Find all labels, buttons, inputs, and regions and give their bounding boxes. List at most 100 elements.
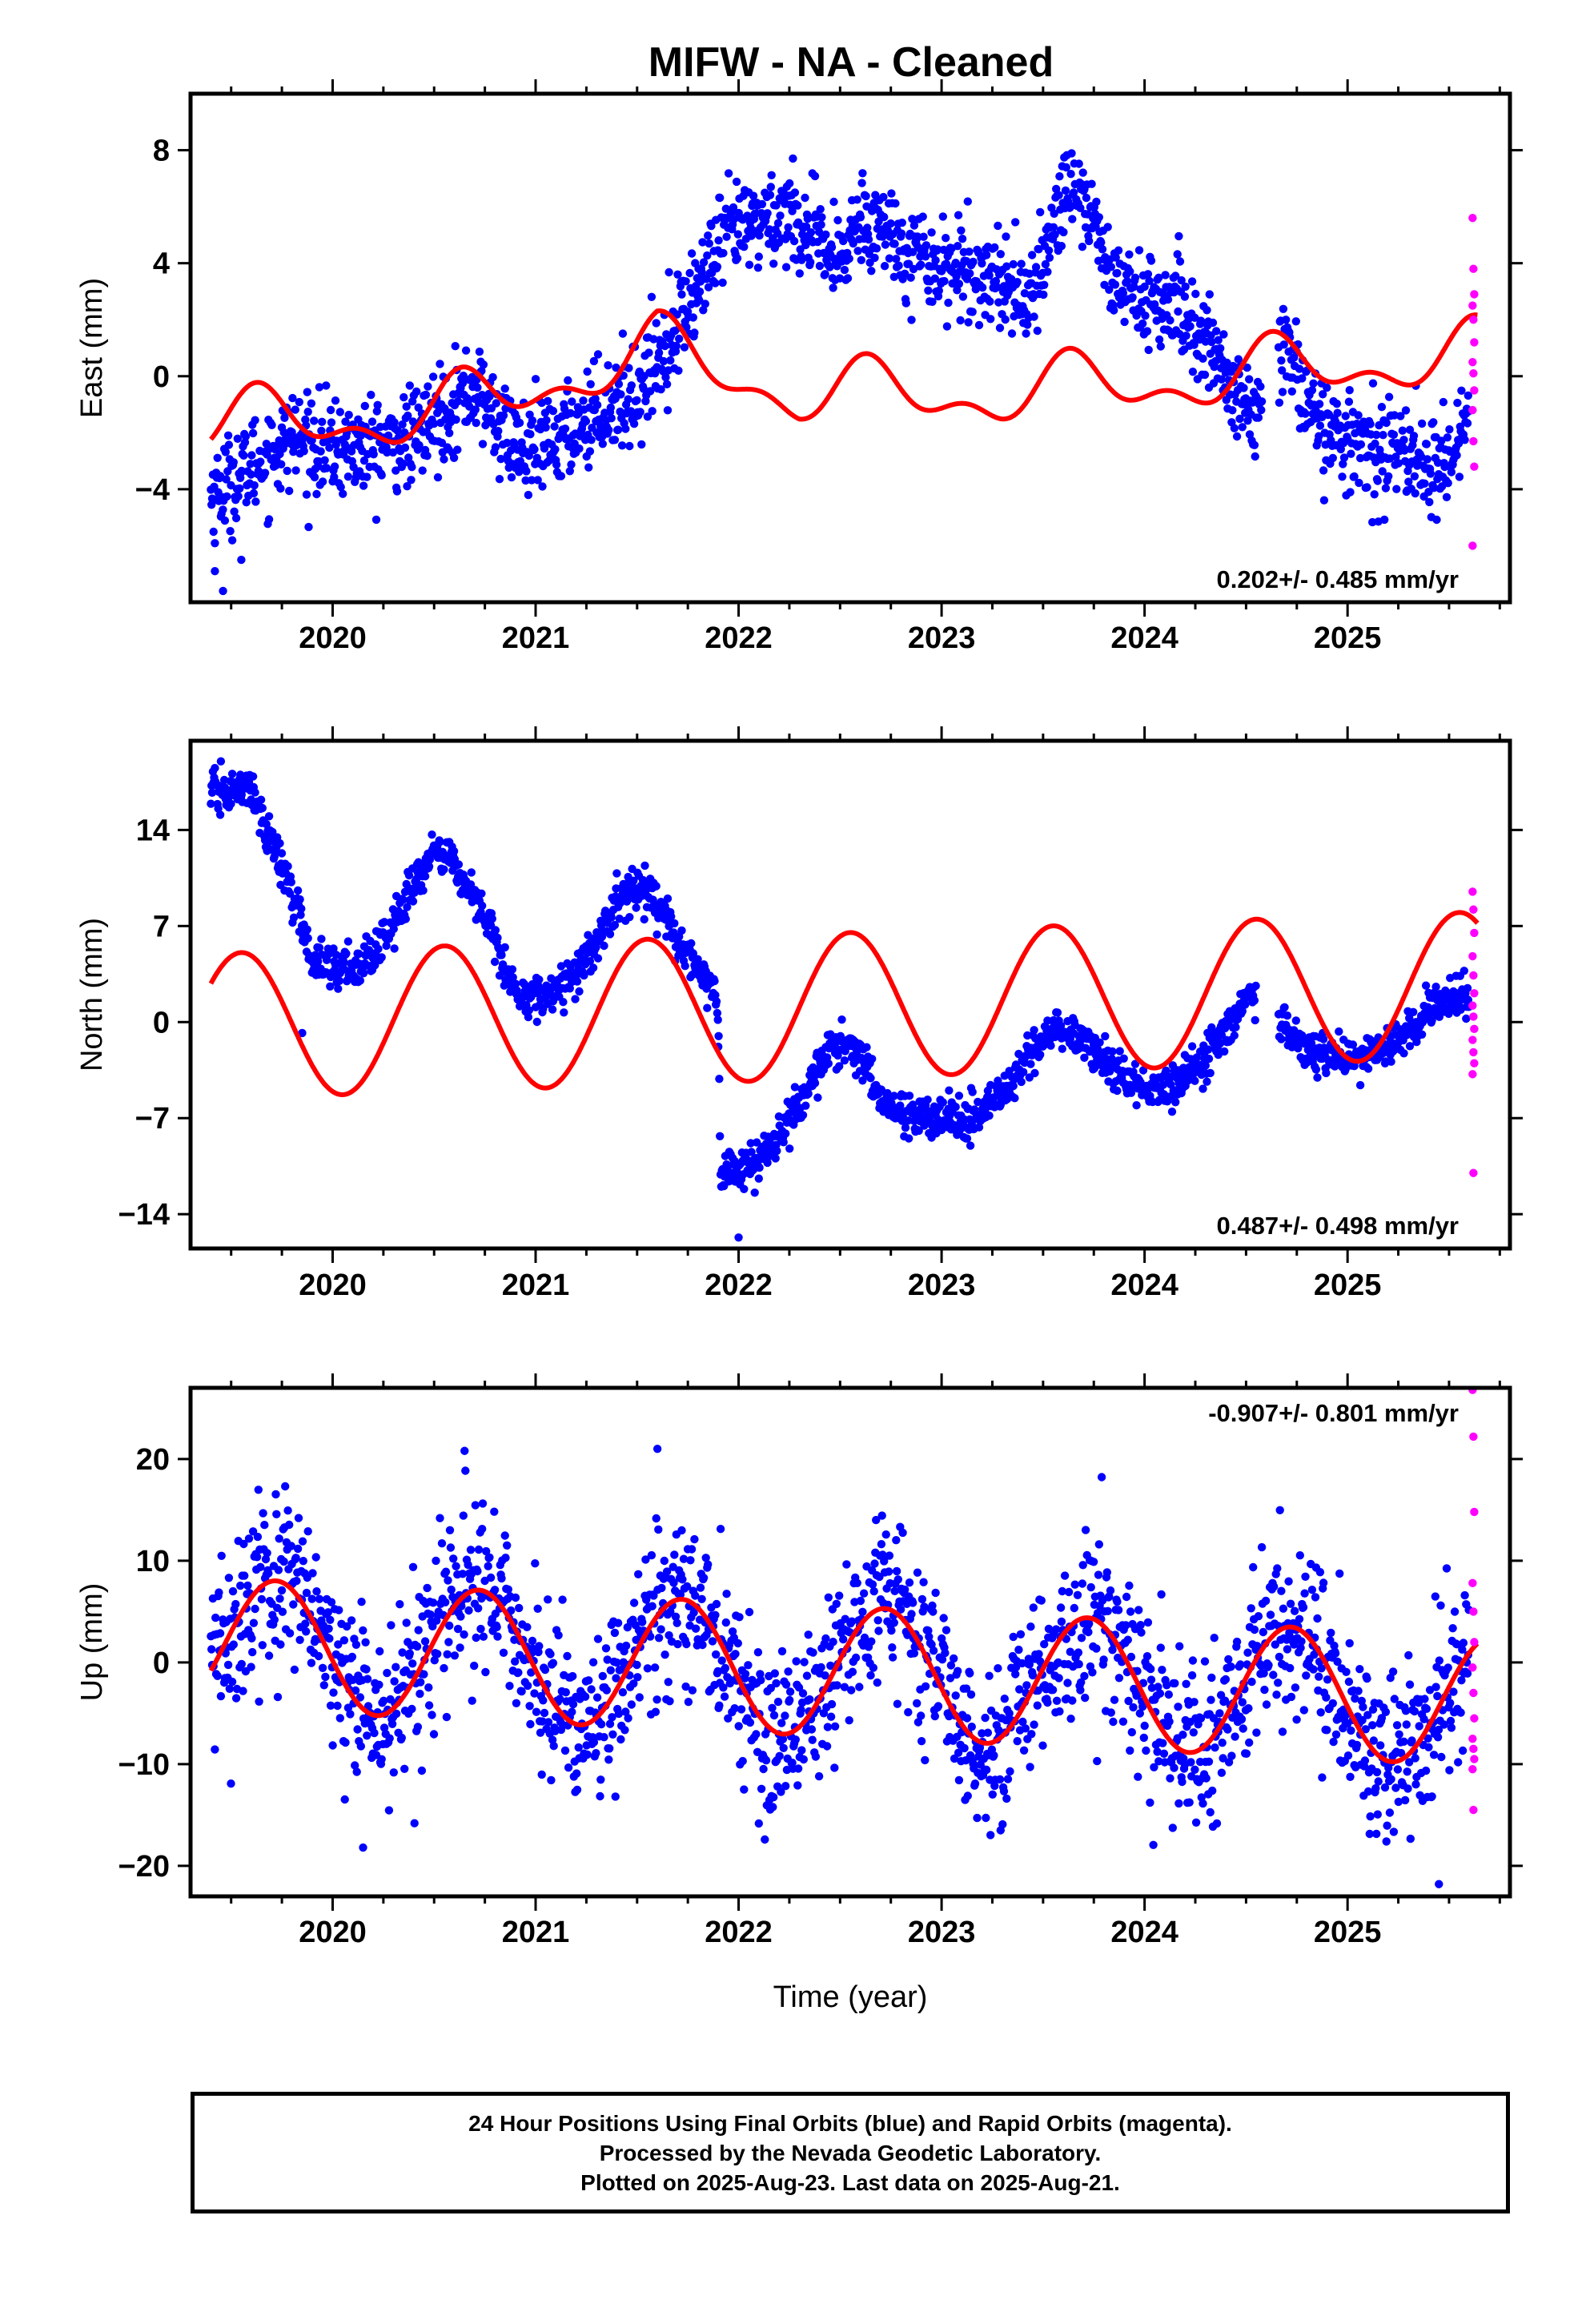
data-point bbox=[663, 406, 673, 415]
data-point bbox=[467, 868, 476, 877]
data-point bbox=[1098, 245, 1107, 254]
data-point bbox=[436, 1514, 444, 1522]
data-point bbox=[523, 1681, 532, 1691]
data-point bbox=[1279, 304, 1288, 313]
data-point bbox=[414, 403, 423, 412]
data-point bbox=[956, 316, 965, 325]
data-point bbox=[225, 1684, 234, 1693]
data-point bbox=[839, 1634, 848, 1644]
data-point bbox=[1257, 405, 1266, 415]
data-point bbox=[1001, 315, 1010, 324]
data-point bbox=[503, 1541, 512, 1550]
data-point bbox=[470, 1661, 479, 1671]
data-point bbox=[974, 320, 984, 330]
data-point bbox=[319, 1681, 328, 1690]
data-point bbox=[476, 1624, 485, 1634]
data-point bbox=[691, 1624, 701, 1633]
data-point bbox=[1382, 418, 1391, 428]
data-point bbox=[1171, 271, 1180, 280]
data-point bbox=[632, 1660, 641, 1670]
data-point bbox=[788, 1759, 797, 1767]
data-point bbox=[497, 1574, 506, 1583]
data-point bbox=[538, 1717, 547, 1726]
data-point bbox=[530, 1689, 539, 1698]
data-point bbox=[643, 412, 652, 421]
data-point bbox=[341, 1738, 350, 1747]
data-point bbox=[1174, 231, 1183, 241]
data-point bbox=[410, 1819, 419, 1827]
data-point bbox=[568, 1699, 578, 1709]
data-point bbox=[556, 1695, 564, 1703]
data-point bbox=[1220, 1047, 1229, 1056]
data-point bbox=[335, 408, 344, 416]
data-point bbox=[606, 403, 615, 412]
data-point bbox=[797, 1746, 806, 1755]
data-point bbox=[835, 1062, 844, 1071]
x-tick-label: 2021 bbox=[502, 621, 570, 655]
data-point bbox=[351, 1640, 361, 1649]
data-point bbox=[1175, 329, 1184, 339]
data-point bbox=[264, 515, 274, 524]
data-point bbox=[610, 920, 620, 930]
data-point bbox=[761, 1756, 771, 1765]
rapid-orbit-series bbox=[1468, 887, 1479, 1177]
data-point bbox=[978, 283, 987, 292]
data-point bbox=[890, 239, 899, 248]
data-point bbox=[1049, 223, 1058, 231]
data-point bbox=[367, 417, 377, 426]
data-point bbox=[363, 1731, 371, 1740]
data-point bbox=[1007, 329, 1017, 338]
data-point bbox=[271, 1490, 280, 1499]
data-point bbox=[1384, 472, 1393, 480]
data-point bbox=[1347, 449, 1355, 458]
data-point bbox=[637, 440, 646, 449]
data-point bbox=[508, 965, 517, 974]
data-point bbox=[1030, 1026, 1038, 1035]
data-point bbox=[743, 211, 752, 220]
data-point bbox=[954, 1092, 964, 1100]
data-point bbox=[423, 452, 432, 460]
data-point bbox=[223, 1660, 233, 1670]
data-point bbox=[1251, 452, 1259, 461]
data-point bbox=[1230, 1031, 1239, 1040]
data-point bbox=[929, 1647, 938, 1655]
data-point bbox=[745, 260, 754, 269]
data-point bbox=[853, 195, 861, 204]
data-point bbox=[544, 396, 552, 405]
data-point bbox=[800, 1658, 809, 1667]
data-point bbox=[250, 480, 259, 490]
data-point bbox=[507, 472, 516, 482]
data-point bbox=[1339, 453, 1349, 462]
data-point bbox=[986, 315, 995, 324]
data-point bbox=[586, 380, 595, 388]
data-point bbox=[661, 373, 670, 382]
data-point bbox=[396, 1600, 404, 1609]
data-point bbox=[703, 251, 712, 260]
data-point bbox=[858, 169, 867, 178]
data-point bbox=[429, 1730, 439, 1739]
data-point bbox=[1115, 1047, 1124, 1055]
data-point bbox=[1366, 420, 1375, 428]
data-point bbox=[317, 426, 326, 436]
data-point bbox=[216, 1691, 226, 1701]
x-tick-label: 2023 bbox=[908, 1269, 976, 1302]
data-point bbox=[572, 1769, 581, 1778]
data-point bbox=[1341, 412, 1350, 420]
data-point bbox=[428, 1598, 438, 1607]
data-point bbox=[863, 223, 872, 232]
data-point bbox=[560, 1008, 568, 1017]
data-point bbox=[1094, 213, 1104, 222]
data-point bbox=[426, 1610, 435, 1619]
data-point bbox=[1345, 386, 1354, 395]
data-point bbox=[554, 1630, 563, 1640]
data-point bbox=[544, 1718, 553, 1727]
data-point bbox=[213, 453, 222, 462]
data-point bbox=[908, 215, 917, 223]
data-point bbox=[708, 1637, 717, 1646]
data-point bbox=[765, 191, 775, 199]
data-point bbox=[315, 943, 324, 952]
data-point bbox=[945, 1086, 954, 1095]
data-point bbox=[1398, 426, 1407, 435]
data-point bbox=[962, 1134, 972, 1143]
data-point bbox=[931, 1588, 940, 1598]
